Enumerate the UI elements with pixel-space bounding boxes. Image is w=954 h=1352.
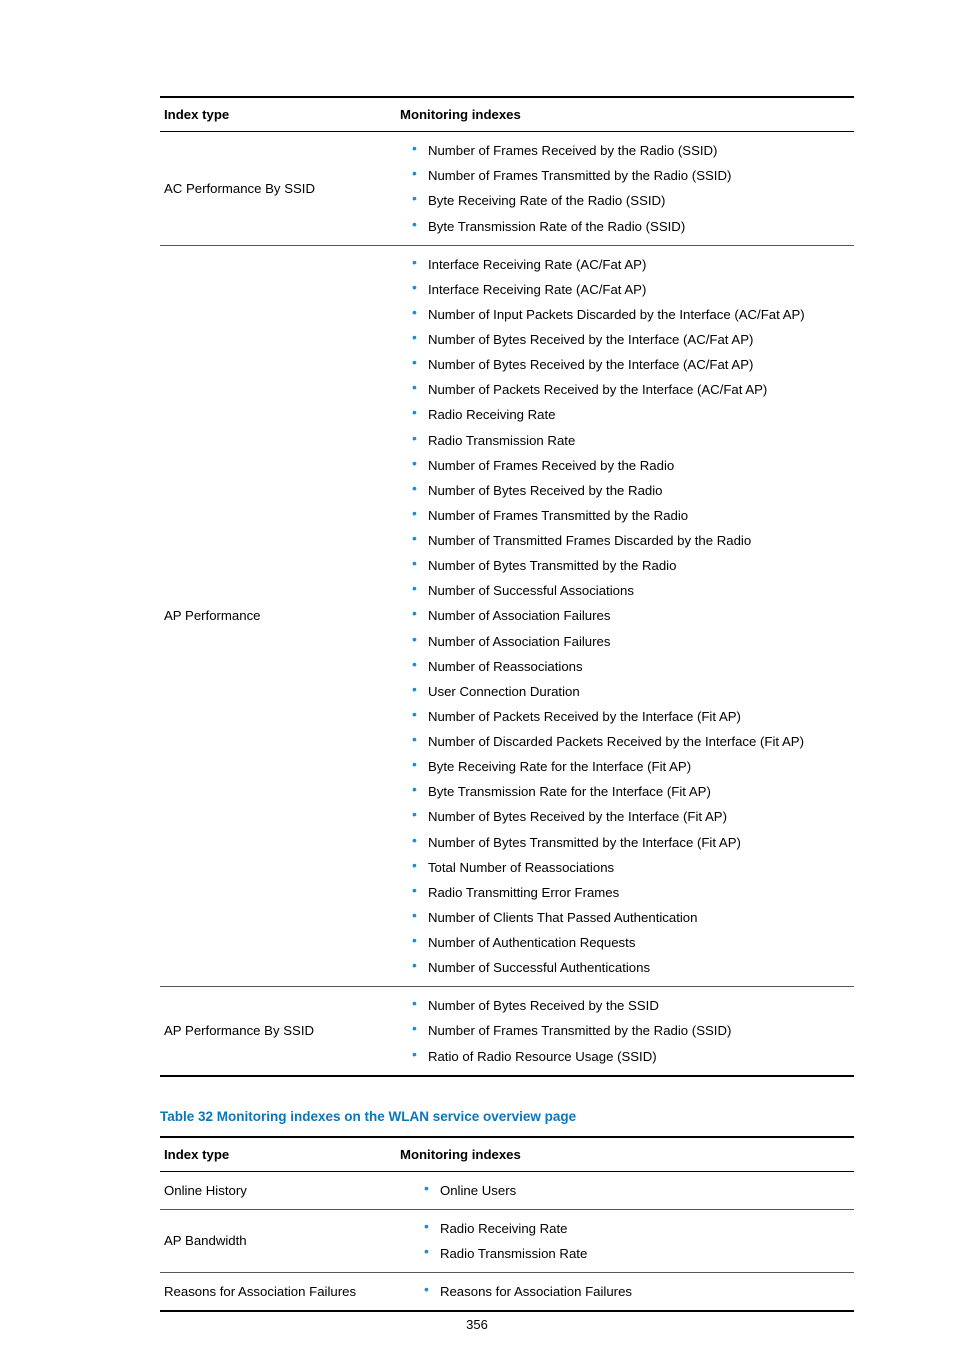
cell-monitoring-indexes: Reasons for Association Failures [396, 1273, 854, 1312]
bullet-list: Radio Receiving RateRadio Transmission R… [400, 1216, 854, 1266]
cell-monitoring-indexes: Radio Receiving RateRadio Transmission R… [396, 1209, 854, 1272]
table-header-row: Index type Monitoring indexes [160, 97, 854, 132]
list-item: Number of Frames Received by the Radio (… [412, 138, 854, 163]
list-item: Number of Frames Transmitted by the Radi… [412, 163, 854, 188]
cell-index-type: Reasons for Association Failures [160, 1273, 396, 1312]
col-header-index-type: Index type [160, 97, 396, 132]
list-item: Number of Packets Received by the Interf… [412, 377, 854, 402]
list-item: Ratio of Radio Resource Usage (SSID) [412, 1044, 854, 1069]
col-header-index-type: Index type [160, 1137, 396, 1172]
list-item: Radio Transmitting Error Frames [412, 880, 854, 905]
list-item: Radio Receiving Rate [412, 402, 854, 427]
list-item: Online Users [424, 1178, 854, 1203]
bullet-list: Number of Frames Received by the Radio (… [400, 138, 854, 239]
list-item: Byte Transmission Rate for the Interface… [412, 779, 854, 804]
page-number: 356 [0, 1317, 954, 1332]
list-item: Number of Bytes Transmitted by the Inter… [412, 830, 854, 855]
cell-index-type: AP Bandwidth [160, 1209, 396, 1272]
list-item: Interface Receiving Rate (AC/Fat AP) [412, 252, 854, 277]
list-item: Number of Transmitted Frames Discarded b… [412, 528, 854, 553]
document-page: Index type Monitoring indexes AC Perform… [0, 0, 954, 1352]
list-item: Number of Bytes Received by the Radio [412, 478, 854, 503]
list-item: Number of Bytes Received by the Interfac… [412, 327, 854, 352]
list-item: Byte Transmission Rate of the Radio (SSI… [412, 214, 854, 239]
table-row: AP BandwidthRadio Receiving RateRadio Tr… [160, 1209, 854, 1272]
bullet-list: Online Users [400, 1178, 854, 1203]
list-item: Reasons for Association Failures [424, 1279, 854, 1304]
list-item: Number of Discarded Packets Received by … [412, 729, 854, 754]
cell-index-type: AC Performance By SSID [160, 132, 396, 246]
cell-monitoring-indexes: Number of Frames Received by the Radio (… [396, 132, 854, 246]
list-item: Radio Transmission Rate [424, 1241, 854, 1266]
list-item: Number of Reassociations [412, 654, 854, 679]
table-monitoring-indexes-1: Index type Monitoring indexes AC Perform… [160, 96, 854, 1077]
table-caption: Table 32 Monitoring indexes on the WLAN … [160, 1109, 854, 1124]
list-item: Number of Association Failures [412, 603, 854, 628]
list-item: Number of Clients That Passed Authentica… [412, 905, 854, 930]
list-item: Number of Successful Authentications [412, 955, 854, 980]
table2-body: Online HistoryOnline UsersAP BandwidthRa… [160, 1171, 854, 1311]
bullet-list: Interface Receiving Rate (AC/Fat AP)Inte… [400, 252, 854, 981]
list-item: Interface Receiving Rate (AC/Fat AP) [412, 277, 854, 302]
list-item: Radio Transmission Rate [412, 428, 854, 453]
cell-index-type: AP Performance [160, 245, 396, 987]
list-item: Byte Receiving Rate for the Interface (F… [412, 754, 854, 779]
table-row: Online History Online Users [160, 1171, 854, 1209]
table-row: AP Performance By SSIDNumber of Bytes Re… [160, 987, 854, 1076]
list-item: Number of Frames Received by the Radio [412, 453, 854, 478]
list-item: Number of Successful Associations [412, 578, 854, 603]
col-header-monitoring-indexes: Monitoring indexes [396, 97, 854, 132]
list-item: Radio Receiving Rate [424, 1216, 854, 1241]
list-item: Number of Association Failures [412, 629, 854, 654]
table-row: Reasons for Association Failures Reasons … [160, 1273, 854, 1312]
cell-monitoring-indexes: Number of Bytes Received by the SSIDNumb… [396, 987, 854, 1076]
list-item: Number of Frames Transmitted by the Radi… [412, 503, 854, 528]
table-header-row: Index type Monitoring indexes [160, 1137, 854, 1172]
table-monitoring-indexes-2: Index type Monitoring indexes Online His… [160, 1136, 854, 1313]
list-item: Number of Frames Transmitted by the Radi… [412, 1018, 854, 1043]
bullet-list: Number of Bytes Received by the SSIDNumb… [400, 993, 854, 1068]
list-item: Number of Bytes Received by the Interfac… [412, 804, 854, 829]
table-row: AC Performance By SSID Number of Frames R… [160, 132, 854, 246]
cell-monitoring-indexes: Interface Receiving Rate (AC/Fat AP)Inte… [396, 245, 854, 987]
list-item: Total Number of Reassociations [412, 855, 854, 880]
list-item: Number of Bytes Received by the Interfac… [412, 352, 854, 377]
col-header-monitoring-indexes: Monitoring indexes [396, 1137, 854, 1172]
list-item: Number of Bytes Received by the SSID [412, 993, 854, 1018]
bullet-list: Reasons for Association Failures [400, 1279, 854, 1304]
table1-body: AC Performance By SSID Number of Frames R… [160, 132, 854, 1076]
cell-monitoring-indexes: Online Users [396, 1171, 854, 1209]
cell-index-type: AP Performance By SSID [160, 987, 396, 1076]
cell-index-type: Online History [160, 1171, 396, 1209]
list-item: Number of Input Packets Discarded by the… [412, 302, 854, 327]
table-row: AP PerformanceInterface Receiving Rate (… [160, 245, 854, 987]
list-item: Number of Authentication Requests [412, 930, 854, 955]
list-item: Number of Packets Received by the Interf… [412, 704, 854, 729]
list-item: Byte Receiving Rate of the Radio (SSID) [412, 188, 854, 213]
list-item: User Connection Duration [412, 679, 854, 704]
list-item: Number of Bytes Transmitted by the Radio [412, 553, 854, 578]
